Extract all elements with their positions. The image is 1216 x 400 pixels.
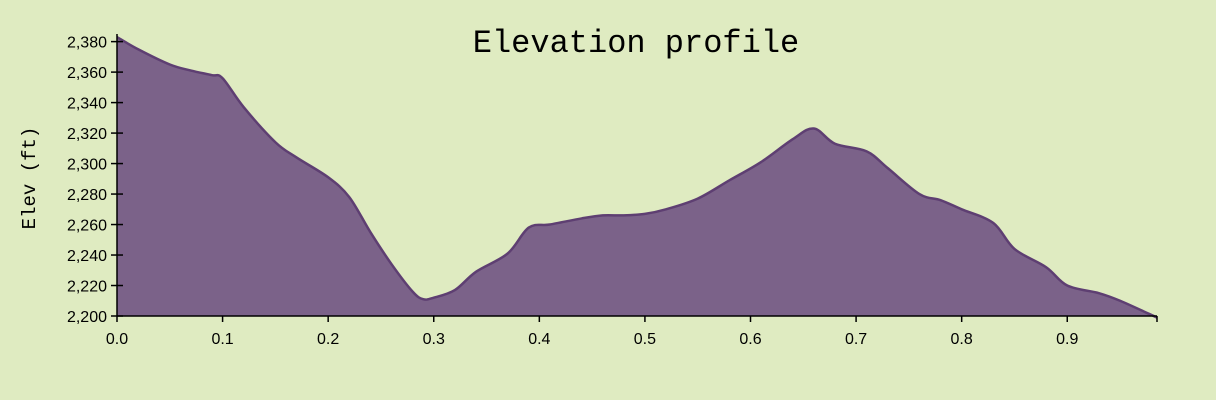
y-tick-label: 2,240 bbox=[67, 248, 107, 265]
elevation-area bbox=[117, 37, 1157, 318]
x-tick-label: 0.2 bbox=[317, 331, 339, 348]
chart-title: Elevation profile bbox=[473, 25, 799, 62]
x-tick-label: 0.3 bbox=[423, 331, 445, 348]
x-tick-label: 0.0 bbox=[106, 331, 128, 348]
y-tick-label: 2,380 bbox=[67, 35, 107, 52]
y-tick-label: 2,340 bbox=[67, 96, 107, 113]
y-tick-label: 2,360 bbox=[67, 65, 107, 82]
y-tick-label: 2,300 bbox=[67, 157, 107, 174]
x-tick-label: 0.5 bbox=[634, 331, 656, 348]
y-tick-label: 2,260 bbox=[67, 218, 107, 235]
x-tick-label: 0.4 bbox=[528, 331, 550, 348]
y-axis-label: Elev (ft) bbox=[19, 127, 41, 230]
elevation-line bbox=[116, 35, 1158, 319]
y-tick-label: 2,220 bbox=[67, 279, 107, 296]
y-tick-label: 2,200 bbox=[67, 309, 107, 326]
x-tick-label: 0.1 bbox=[211, 331, 233, 348]
x-tick-label: 0.8 bbox=[951, 331, 973, 348]
x-tick-label: 0.6 bbox=[739, 331, 761, 348]
y-tick-label: 2,280 bbox=[67, 187, 107, 204]
y-tick-label: 2,320 bbox=[67, 126, 107, 143]
x-tick-label: 0.7 bbox=[845, 331, 867, 348]
x-tick-label: 0.9 bbox=[1056, 331, 1078, 348]
area-layer bbox=[116, 35, 1158, 319]
axes-layer: 2,200 2,220 2,240 2,260 2,280 2,300 2,320 2,340… bbox=[67, 34, 1158, 348]
